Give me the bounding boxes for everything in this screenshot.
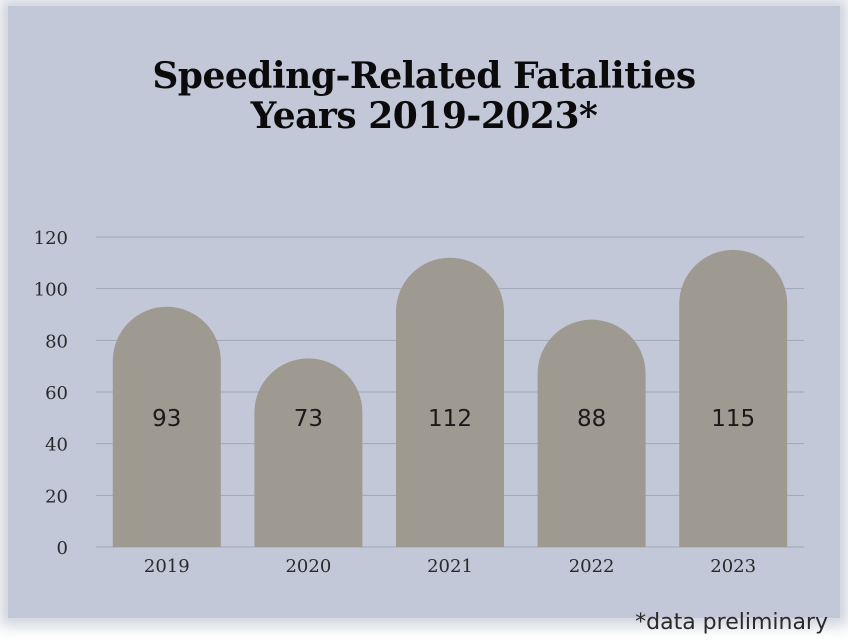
- y-tick-label: 20: [45, 486, 68, 507]
- data-label: 88: [577, 406, 606, 432]
- chart-title-line-1: Speeding-Related Fatalities: [152, 55, 696, 97]
- y-tick-label: 40: [45, 435, 68, 456]
- bars: 93 73 112 88 115: [112, 249, 788, 547]
- x-tick-label: 2019: [144, 556, 190, 577]
- bar-2019: [112, 306, 221, 547]
- data-label: 93: [152, 406, 181, 432]
- x-axis: 2019 2020 2021 2022 2023: [144, 556, 756, 577]
- x-tick-label: 2020: [285, 556, 331, 577]
- chart-title: Speeding-Related Fatalities Years 2019-2…: [0, 56, 848, 136]
- x-tick-label: 2021: [427, 556, 473, 577]
- y-tick-label: 0: [57, 538, 68, 559]
- bar-2020: [254, 358, 363, 547]
- chart-title-line-2: Years 2019-2023*: [250, 95, 598, 137]
- bar-2021: [396, 257, 504, 547]
- y-axis: 0 20 40 60 80 100 120: [34, 228, 68, 559]
- data-label: 115: [711, 406, 755, 432]
- y-tick-label: 120: [34, 228, 68, 249]
- data-label: 73: [294, 406, 323, 432]
- data-label: 112: [428, 406, 472, 432]
- bar-2022: [537, 319, 646, 547]
- x-tick-label: 2023: [710, 556, 756, 577]
- y-tick-label: 80: [45, 331, 68, 352]
- y-tick-label: 60: [45, 383, 68, 404]
- bar-2023: [679, 249, 788, 547]
- y-tick-label: 100: [34, 280, 68, 301]
- footnote: *data preliminary: [635, 610, 828, 635]
- x-tick-label: 2022: [569, 556, 615, 577]
